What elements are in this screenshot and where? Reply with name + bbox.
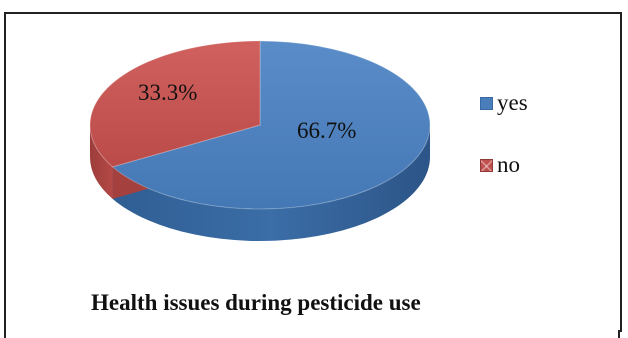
legend-item-yes: yes [480,88,528,118]
data-label-yes: 66.7% [297,118,356,143]
pie-slice-yes [111,40,431,210]
chart-frame [4,12,622,332]
legend-swatch-yes [480,96,493,110]
legend-label-no: no [497,152,520,177]
pie-side-yes [112,125,430,242]
pie-slices [89,40,431,242]
data-label-no: 33.3% [138,80,197,105]
pie-side-no [90,125,113,199]
frame-right-edge [618,330,620,338]
chart-title: Health issues during pesticide use [91,290,421,315]
legend-swatch-no [480,158,493,172]
frame-left-edge [4,330,6,338]
legend: yes no [480,88,528,212]
pie-slice-no [89,40,261,168]
legend-item-no: no [480,150,528,180]
legend-label-yes: yes [497,90,528,115]
